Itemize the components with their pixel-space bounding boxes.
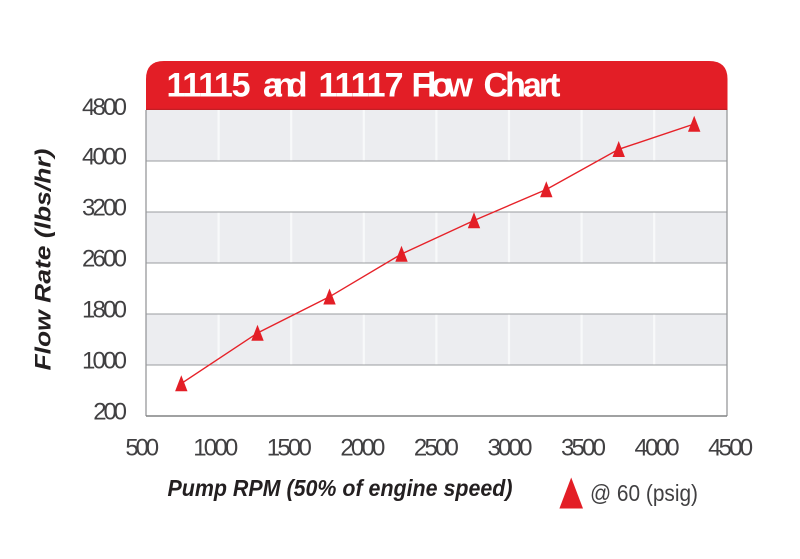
svg-text:3500: 3500 bbox=[561, 435, 606, 462]
svg-text:2500: 2500 bbox=[414, 435, 459, 462]
svg-text:11115: 11115 bbox=[167, 67, 251, 105]
svg-text:4500: 4500 bbox=[708, 435, 753, 462]
svg-text:1500: 1500 bbox=[267, 435, 312, 462]
svg-text:4000: 4000 bbox=[82, 143, 127, 170]
svg-text:1000: 1000 bbox=[193, 435, 238, 462]
svg-text:2600: 2600 bbox=[82, 246, 127, 273]
svg-text:Flow Rate (lbs/hr): Flow Rate (lbs/hr) bbox=[31, 149, 56, 371]
svg-text:2000: 2000 bbox=[340, 435, 385, 462]
svg-text:Pump RPM (50% of engine speed): Pump RPM (50% of engine speed) bbox=[168, 475, 513, 501]
svg-text:Flow: Flow bbox=[412, 67, 474, 105]
svg-text:11117: 11117 bbox=[319, 67, 404, 105]
svg-text:1800: 1800 bbox=[82, 297, 127, 324]
svg-text:200: 200 bbox=[93, 399, 127, 426]
svg-text:3000: 3000 bbox=[487, 435, 532, 462]
svg-text:Chart: Chart bbox=[484, 67, 561, 105]
svg-text:1000: 1000 bbox=[82, 348, 127, 375]
svg-text:@ 60 (psig): @ 60 (psig) bbox=[590, 480, 698, 506]
svg-text:4800: 4800 bbox=[82, 94, 127, 121]
svg-text:and: and bbox=[263, 67, 308, 105]
svg-text:500: 500 bbox=[125, 435, 159, 462]
svg-text:3200: 3200 bbox=[82, 194, 127, 221]
svg-text:4000: 4000 bbox=[635, 435, 680, 462]
